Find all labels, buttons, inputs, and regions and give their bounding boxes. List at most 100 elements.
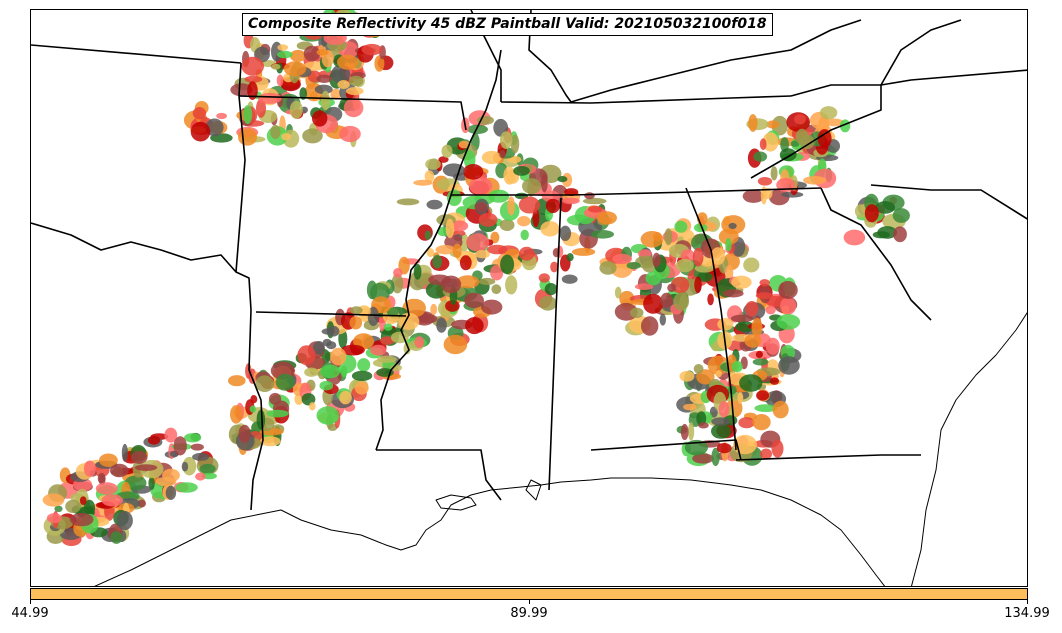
reflectivity-blob	[711, 423, 732, 439]
reflectivity-blob	[507, 196, 515, 216]
reflectivity-blob	[643, 293, 664, 314]
plot-title: Composite Reflectivity 45 dBZ Paintball …	[242, 13, 773, 36]
reflectivity-blob	[541, 173, 548, 193]
reflectivity-blob	[710, 247, 726, 265]
reflectivity-blob	[414, 336, 425, 348]
reflectivity-blob	[228, 375, 246, 387]
colorbar-tick-mid	[529, 600, 530, 604]
reflectivity-blob	[561, 274, 578, 284]
reflectivity-blob	[330, 347, 347, 366]
reflectivity-blob	[424, 170, 435, 183]
reflectivity-blob	[175, 482, 198, 493]
reflectivity-blob	[393, 268, 403, 278]
border-il-in	[528, 10, 572, 103]
border-nc-sc	[870, 184, 1027, 220]
reflectivity-blob	[216, 112, 228, 120]
reflectivity-blob	[238, 424, 251, 443]
reflectivity-blob	[478, 277, 496, 286]
reflectivity-blob	[660, 292, 673, 308]
reflectivity-blob	[110, 531, 123, 544]
colorbar-tick-min	[30, 600, 31, 604]
reflectivity-blob	[725, 264, 734, 282]
reflectivity-blob	[452, 243, 462, 259]
reflectivity-blob	[743, 257, 760, 273]
reflectivity-blob	[110, 463, 129, 478]
reflectivity-blob	[165, 485, 177, 500]
reflectivity-blob	[803, 176, 827, 185]
reflectivity-blob	[230, 83, 253, 97]
reflectivity-blob	[190, 443, 204, 451]
reflectivity-blob	[752, 358, 769, 366]
border-ga-sc	[820, 187, 932, 321]
reflectivity-blob	[97, 472, 106, 484]
reflectivity-blob	[730, 314, 754, 323]
reflectivity-blob	[316, 74, 333, 84]
reflectivity-blob	[778, 356, 800, 375]
reflectivity-blob	[893, 226, 907, 243]
reflectivity-blob	[424, 230, 432, 240]
reflectivity-blob	[386, 307, 399, 317]
reflectivity-blob	[276, 74, 284, 87]
reflectivity-blob	[770, 166, 778, 181]
reflectivity-blob	[440, 275, 462, 294]
reflectivity-blob	[69, 512, 94, 527]
reflectivity-blob	[766, 120, 780, 129]
reflectivity-blob	[343, 98, 364, 118]
reflectivity-blob	[330, 88, 342, 100]
reflectivity-blob	[698, 422, 709, 429]
reflectivity-blob	[430, 303, 438, 315]
reflectivity-blob	[79, 496, 87, 505]
reflectivity-blob	[304, 367, 319, 377]
reflectivity-blob	[173, 436, 187, 456]
reflectivity-blob	[780, 297, 797, 315]
colorbar	[30, 588, 1028, 600]
reflectivity-blob	[875, 201, 896, 214]
mississippi-river	[375, 49, 502, 451]
reflectivity-blob	[599, 261, 617, 275]
border-tx-la	[248, 309, 264, 511]
reflectivity-blob	[350, 306, 363, 315]
reflectivity-blob	[326, 341, 337, 350]
reflectivity-blob	[696, 369, 715, 385]
reflectivity-blob	[680, 423, 689, 441]
reflectivity-blob	[673, 292, 689, 311]
reflectivity-blob	[277, 44, 289, 51]
reflectivity-blob	[426, 248, 435, 258]
reflectivity-blob	[256, 409, 266, 430]
reflectivity-blob	[481, 150, 502, 165]
reflectivity-blob	[571, 247, 596, 256]
reflectivity-blob	[238, 128, 257, 146]
reflectivity-blob	[181, 461, 189, 472]
reflectivity-blob	[499, 219, 515, 232]
colorbar-tick-label-min: 44.99	[11, 606, 49, 621]
reflectivity-blob	[277, 50, 293, 59]
reflectivity-blob	[390, 331, 409, 344]
reflectivity-blob	[517, 216, 531, 227]
reflectivity-blob	[779, 148, 797, 162]
reflectivity-blob	[466, 233, 490, 252]
reflectivity-blob	[190, 121, 211, 142]
reflectivity-blob	[667, 283, 677, 292]
reflectivity-blob	[478, 212, 498, 227]
reflectivity-blob	[817, 129, 832, 148]
reflectivity-blob	[321, 90, 330, 111]
reflectivity-blob	[562, 197, 580, 205]
reflectivity-blob	[588, 205, 603, 213]
reflectivity-blob	[694, 276, 702, 294]
reflectivity-blob	[652, 252, 661, 268]
reflectivity-blob	[716, 443, 732, 454]
reflectivity-blob	[488, 189, 510, 203]
reflectivity-blob	[751, 317, 763, 338]
reflectivity-blob	[271, 63, 281, 70]
reflectivity-blob	[258, 92, 282, 104]
reflectivity-blob	[864, 204, 879, 223]
reflectivity-blob	[266, 409, 289, 418]
reflectivity-blob	[629, 307, 644, 318]
map-panel	[30, 9, 1028, 587]
reflectivity-blob	[540, 221, 560, 237]
reflectivity-blob	[313, 341, 325, 355]
reflectivity-blob	[432, 254, 443, 269]
reflectivity-blob	[510, 134, 520, 154]
reflectivity-blob	[503, 166, 516, 185]
reflectivity-blob	[697, 271, 713, 282]
